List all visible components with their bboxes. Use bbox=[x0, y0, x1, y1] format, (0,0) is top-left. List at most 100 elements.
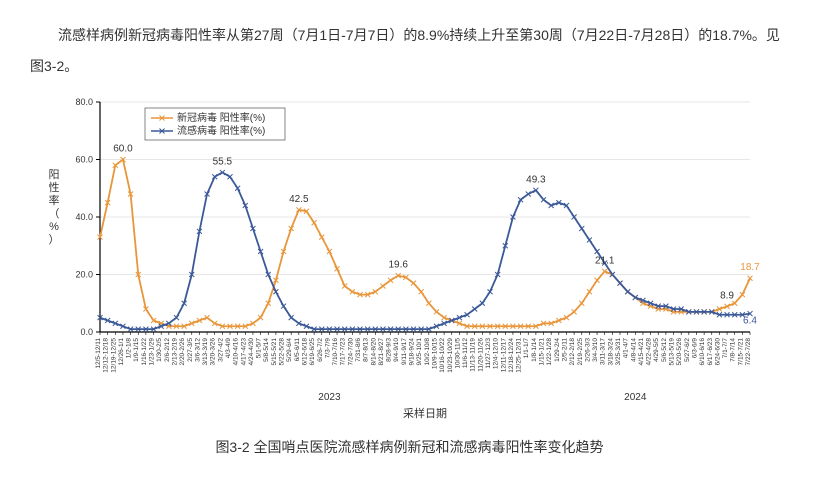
svg-text:性: 性 bbox=[48, 180, 59, 194]
chart-container: 0.020.040.060.080.0阳性率（%）12/5-12/1112/12… bbox=[40, 92, 780, 422]
svg-text:8/28-9/3: 8/28-9/3 bbox=[385, 337, 392, 361]
svg-text:6/24-6/30: 6/24-6/30 bbox=[714, 337, 721, 365]
svg-text:6/26-7/2: 6/26-7/2 bbox=[316, 337, 323, 361]
svg-text:6/12-6/18: 6/12-6/18 bbox=[301, 337, 308, 365]
svg-text:6/19-6/25: 6/19-6/25 bbox=[309, 337, 316, 365]
svg-text:3/18-3/24: 3/18-3/24 bbox=[607, 337, 614, 365]
svg-text:阳: 阳 bbox=[48, 168, 59, 181]
svg-text:2/20-2/26: 2/20-2/26 bbox=[179, 337, 186, 365]
svg-text:8/14-8/20: 8/14-8/20 bbox=[370, 337, 377, 365]
svg-text:1/2-1/8: 1/2-1/8 bbox=[125, 337, 132, 358]
svg-text:5/20-5/26: 5/20-5/26 bbox=[676, 337, 683, 365]
svg-text:1/15-1/21: 1/15-1/21 bbox=[538, 337, 545, 365]
svg-text:3/20-3/26: 3/20-3/26 bbox=[209, 337, 216, 365]
svg-text:12/11-12/17: 12/11-12/17 bbox=[500, 337, 507, 372]
svg-text:7/15-7/21: 7/15-7/21 bbox=[737, 337, 744, 365]
svg-text:5/22-5/28: 5/22-5/28 bbox=[278, 337, 285, 365]
svg-text:60.0: 60.0 bbox=[75, 154, 93, 164]
svg-text:7/10-7/16: 7/10-7/16 bbox=[332, 337, 339, 365]
svg-text:5/27-6/2: 5/27-6/2 bbox=[683, 337, 690, 361]
svg-text:1/30-2/5: 1/30-2/5 bbox=[156, 337, 163, 361]
svg-text:12/4-12/10: 12/4-12/10 bbox=[492, 337, 499, 368]
svg-text:3/25-3/31: 3/25-3/31 bbox=[615, 337, 622, 365]
svg-text:18.7: 18.7 bbox=[740, 262, 760, 273]
svg-text:6.4: 6.4 bbox=[743, 315, 757, 326]
svg-text:2024: 2024 bbox=[624, 392, 647, 403]
svg-text:2/26-3/3: 2/26-3/3 bbox=[584, 337, 591, 361]
svg-text:5/29-6/4: 5/29-6/4 bbox=[286, 337, 293, 361]
svg-text:%: % bbox=[49, 221, 59, 233]
svg-text:7/17-7/23: 7/17-7/23 bbox=[339, 337, 346, 365]
figure-caption: 图3-2 全国哨点医院流感样病例新冠和流感病毒阳性率变化趋势 bbox=[30, 437, 789, 457]
svg-text:（: （ bbox=[48, 207, 59, 220]
svg-text:4/15-4/21: 4/15-4/21 bbox=[637, 337, 644, 365]
svg-text:3/6-3/12: 3/6-3/12 bbox=[194, 337, 201, 361]
svg-text:11/13-11/19: 11/13-11/19 bbox=[469, 337, 476, 371]
svg-text:19.6: 19.6 bbox=[388, 259, 408, 270]
svg-text:7/3-7/9: 7/3-7/9 bbox=[324, 337, 331, 358]
svg-text:12/5-12/11: 12/5-12/11 bbox=[95, 337, 102, 368]
svg-text:率: 率 bbox=[48, 193, 59, 207]
svg-text:12/12-12/18: 12/12-12/18 bbox=[102, 337, 109, 372]
svg-text:6/17-6/23: 6/17-6/23 bbox=[706, 337, 713, 365]
svg-text:12/26-1/1: 12/26-1/1 bbox=[117, 337, 124, 365]
svg-text:9/11-9/17: 9/11-9/17 bbox=[400, 337, 407, 364]
svg-text:4/3-4/9: 4/3-4/9 bbox=[225, 337, 232, 358]
svg-text:9/25-10/1: 9/25-10/1 bbox=[416, 337, 423, 365]
svg-text:12/18-12/24: 12/18-12/24 bbox=[507, 337, 514, 372]
svg-text:5/6-5/12: 5/6-5/12 bbox=[660, 337, 667, 361]
svg-text:6/3-6/9: 6/3-6/9 bbox=[691, 337, 698, 358]
svg-text:11/6-11/12: 11/6-11/12 bbox=[462, 337, 469, 368]
svg-text:42.5: 42.5 bbox=[289, 193, 309, 204]
svg-text:4/22-4/28: 4/22-4/28 bbox=[645, 337, 652, 365]
svg-text:1/29-2/4: 1/29-2/4 bbox=[553, 337, 560, 361]
svg-text:4/10-4/16: 4/10-4/16 bbox=[232, 337, 239, 365]
svg-text:1/16-1/22: 1/16-1/22 bbox=[140, 337, 147, 365]
svg-text:1/1-1/7: 1/1-1/7 bbox=[523, 337, 530, 358]
svg-text:8/21-8/27: 8/21-8/27 bbox=[377, 337, 384, 365]
svg-text:采样日期: 采样日期 bbox=[403, 406, 447, 420]
svg-text:3/27-4/2: 3/27-4/2 bbox=[217, 337, 224, 361]
svg-text:4/8-4/14: 4/8-4/14 bbox=[630, 337, 637, 361]
svg-text:9/18-9/24: 9/18-9/24 bbox=[408, 337, 415, 365]
svg-text:1/22-1/28: 1/22-1/28 bbox=[546, 337, 553, 365]
svg-text:6/5-6/11: 6/5-6/11 bbox=[293, 337, 300, 361]
description-text: 流感样病例新冠病毒阳性率从第27周（7月1日-7月7日）的8.9%持续上升至第3… bbox=[30, 20, 789, 82]
svg-text:12/25-12/31: 12/25-12/31 bbox=[515, 337, 522, 372]
svg-text:流感病毒 阳性率(%): 流感病毒 阳性率(%) bbox=[177, 124, 265, 137]
svg-text:20.0: 20.0 bbox=[75, 269, 93, 279]
svg-text:2/12-2/18: 2/12-2/18 bbox=[569, 337, 576, 365]
svg-text:2/19-2/25: 2/19-2/25 bbox=[576, 337, 583, 365]
svg-text:10/23-10/29: 10/23-10/29 bbox=[446, 337, 453, 372]
svg-text:7/22-7/28: 7/22-7/28 bbox=[745, 337, 752, 365]
svg-text:7/31-8/6: 7/31-8/6 bbox=[355, 337, 362, 361]
svg-text:80.0: 80.0 bbox=[75, 97, 93, 107]
svg-text:新冠病毒 阳性率(%): 新冠病毒 阳性率(%) bbox=[177, 111, 265, 124]
svg-text:3/11-3/17: 3/11-3/17 bbox=[599, 337, 606, 364]
svg-text:12/19-12/25: 12/19-12/25 bbox=[110, 337, 117, 372]
svg-text:10/9-10/15: 10/9-10/15 bbox=[431, 337, 438, 368]
svg-text:5/8-5/14: 5/8-5/14 bbox=[263, 337, 270, 361]
positivity-chart: 0.020.040.060.080.0阳性率（%）12/5-12/1112/12… bbox=[40, 92, 780, 422]
svg-text:2/13-2/19: 2/13-2/19 bbox=[171, 337, 178, 365]
svg-text:5/13-5/19: 5/13-5/19 bbox=[668, 337, 675, 365]
svg-text:3/4-3/10: 3/4-3/10 bbox=[592, 337, 599, 361]
svg-text:4/24-4/30: 4/24-4/30 bbox=[247, 337, 254, 365]
svg-text:4/29-5/5: 4/29-5/5 bbox=[653, 337, 660, 361]
svg-text:2023: 2023 bbox=[318, 392, 341, 403]
svg-text:10/2-10/8: 10/2-10/8 bbox=[423, 337, 430, 365]
svg-text:11/27-12/3: 11/27-12/3 bbox=[485, 337, 492, 368]
svg-text:5/1-5/7: 5/1-5/7 bbox=[255, 337, 262, 358]
svg-text:1/23-1/29: 1/23-1/29 bbox=[148, 337, 155, 365]
svg-text:3/13-3/19: 3/13-3/19 bbox=[202, 337, 209, 365]
svg-text:10/16-10/22: 10/16-10/22 bbox=[439, 337, 446, 372]
svg-text:4/17-4/23: 4/17-4/23 bbox=[240, 337, 247, 365]
svg-text:8/7-8/13: 8/7-8/13 bbox=[362, 337, 369, 361]
svg-text:40.0: 40.0 bbox=[75, 212, 93, 222]
svg-text:6/10-6/16: 6/10-6/16 bbox=[699, 337, 706, 365]
svg-text:1/8-1/14: 1/8-1/14 bbox=[530, 337, 537, 361]
svg-text:2/5-2/11: 2/5-2/11 bbox=[561, 337, 568, 361]
svg-text:）: ） bbox=[48, 233, 59, 246]
svg-text:7/8-7/14: 7/8-7/14 bbox=[729, 337, 736, 361]
svg-text:8.9: 8.9 bbox=[720, 290, 734, 301]
